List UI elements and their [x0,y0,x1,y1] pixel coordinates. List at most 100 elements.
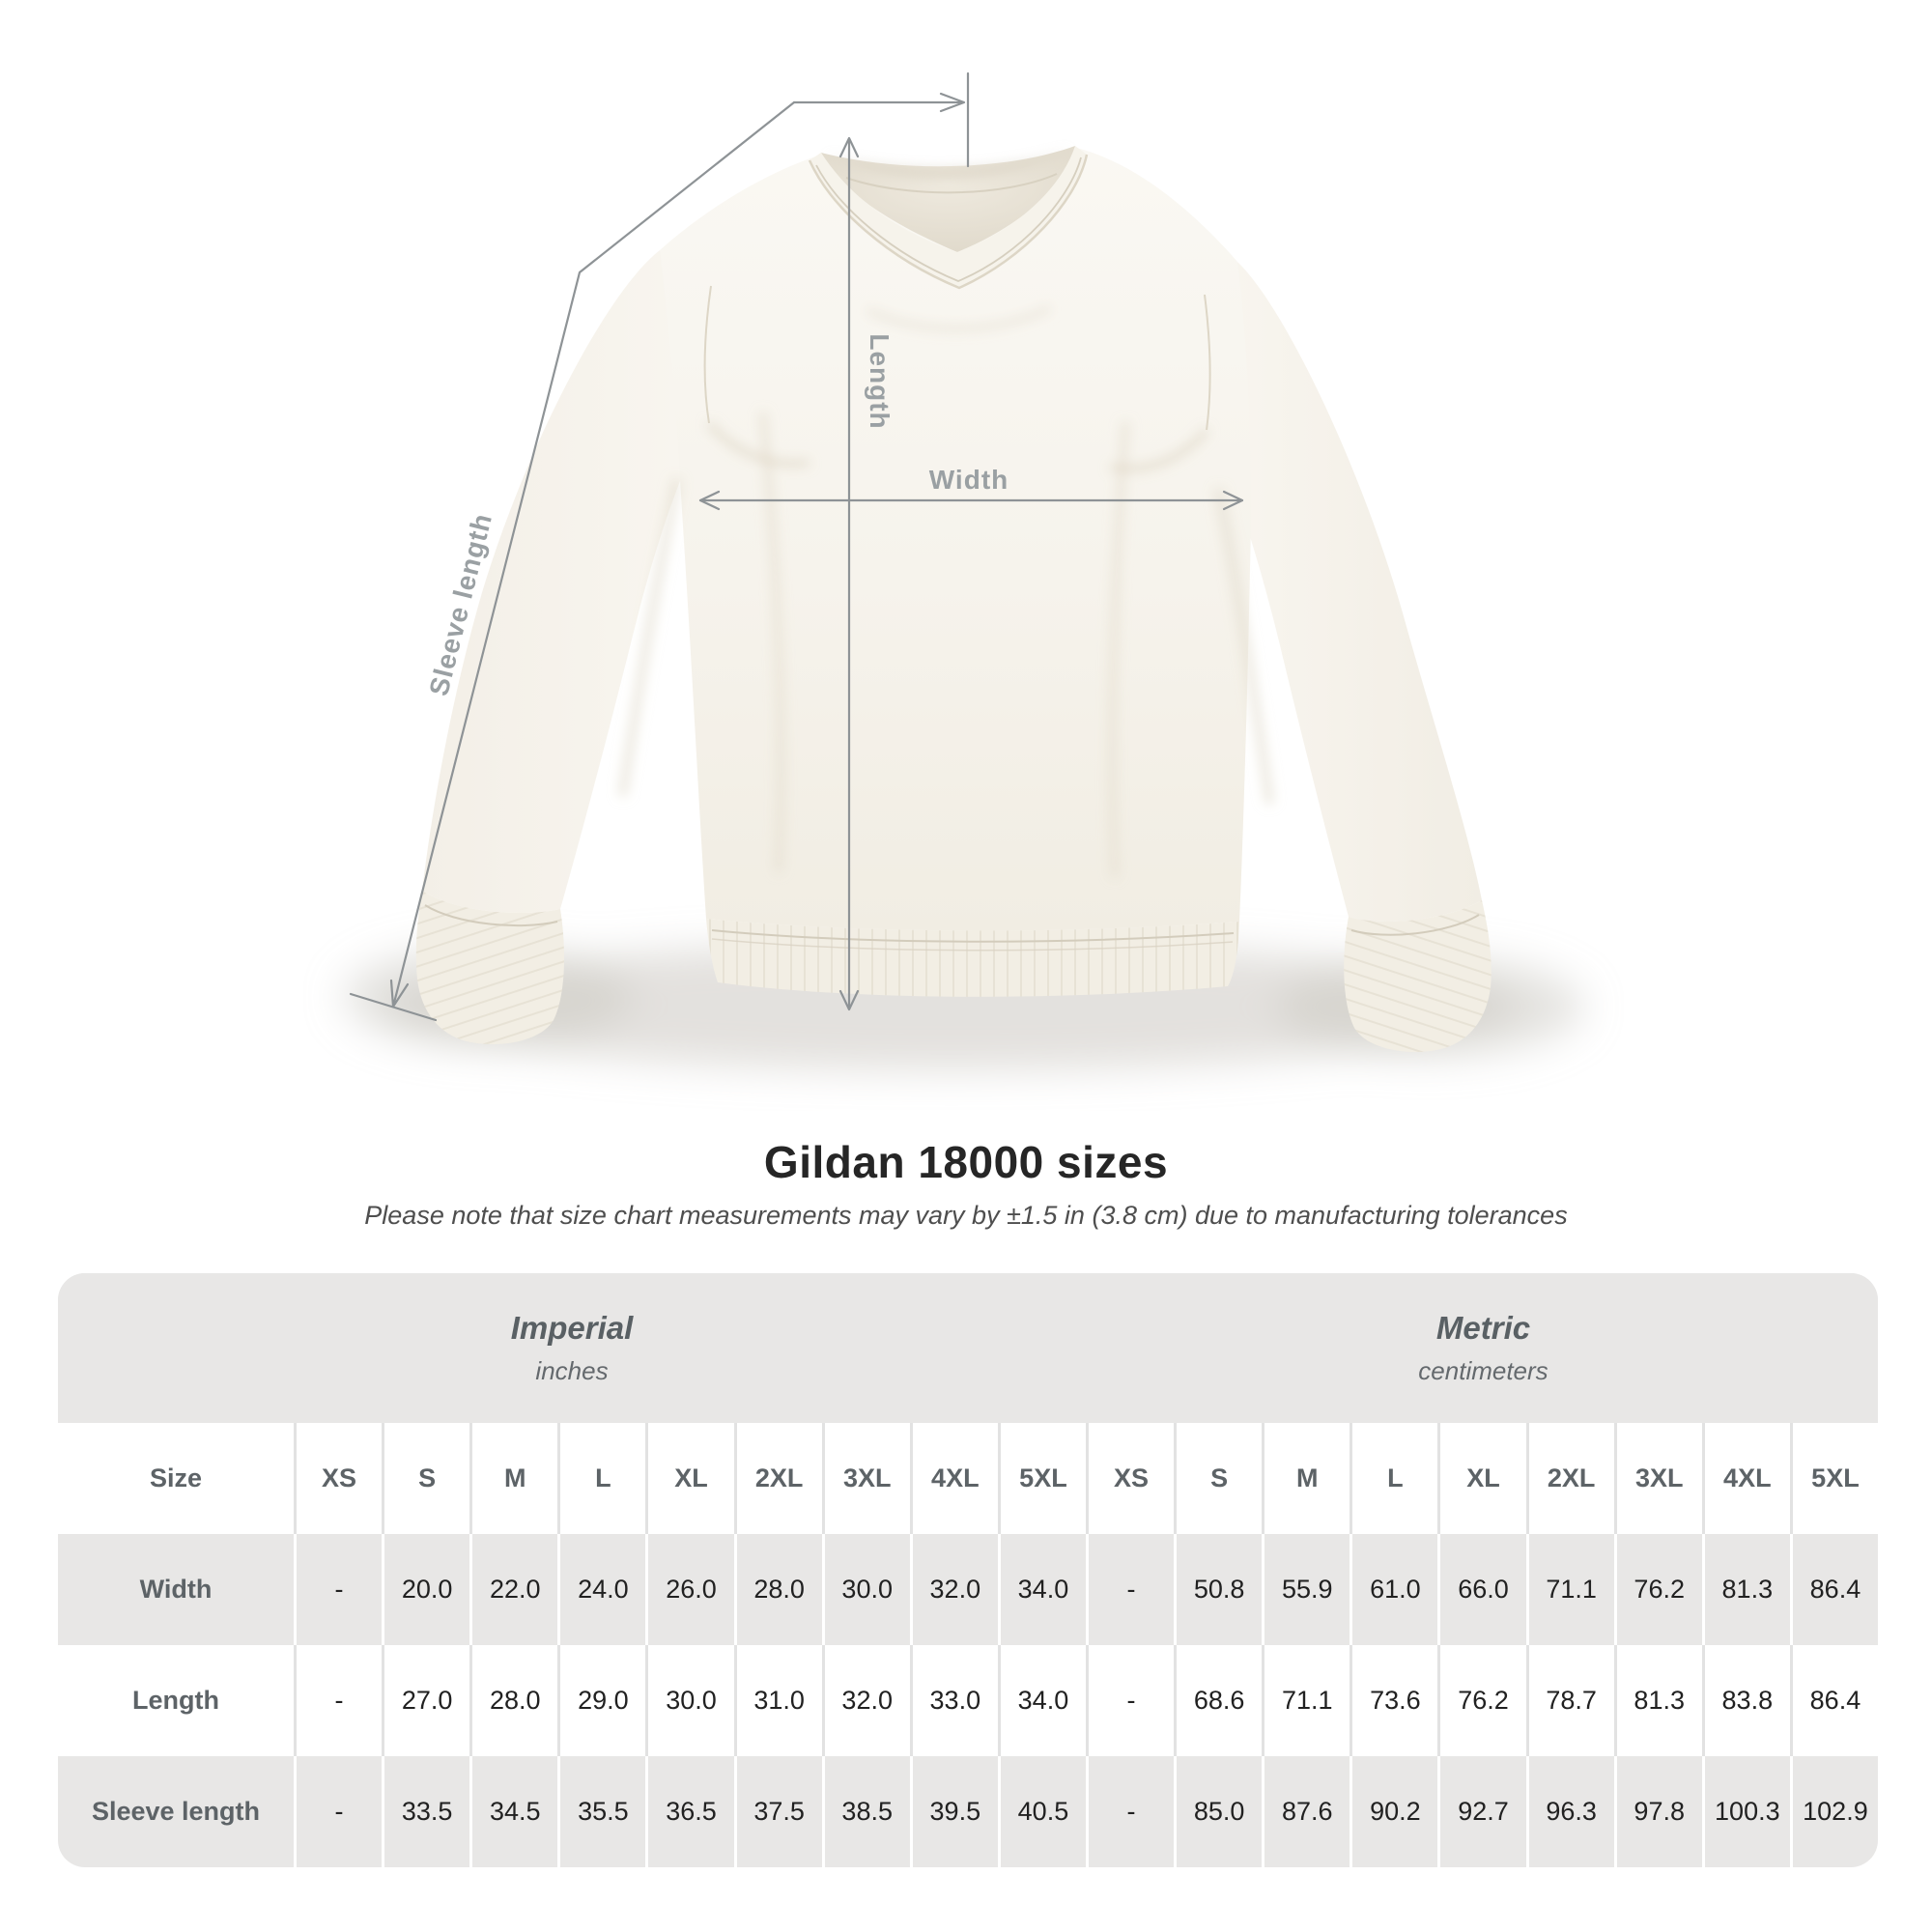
imperial-unit: inches [535,1356,609,1385]
value-cell: 38.5 [824,1756,910,1867]
value-cell: 83.8 [1704,1645,1790,1756]
value-cell: - [1089,1645,1175,1756]
width-label: Width [929,465,1009,495]
width-row: Width - 20.0 22.0 24.0 26.0 28.0 30.0 32… [58,1534,1878,1645]
value-cell: - [1089,1756,1175,1867]
width-arrowhead-right [1222,490,1244,511]
value-cell: 20.0 [384,1534,470,1645]
value-cell: 76.2 [1440,1645,1526,1756]
size-col-imperial-xl: XL [648,1423,734,1534]
value-cell: 90.2 [1352,1756,1438,1867]
value-cell: 34.5 [472,1756,558,1867]
value-cell: 50.8 [1177,1534,1263,1645]
value-cell: 35.5 [560,1756,646,1867]
value-cell: 28.0 [736,1534,822,1645]
sweatshirt-diagram: Length Width Sleeve length [343,71,1584,1070]
value-cell: 73.6 [1352,1645,1438,1756]
size-col-imperial-s: S [384,1423,470,1534]
length-arrowhead-top [838,136,860,158]
sleeve-length-row: Sleeve length - 33.5 34.5 35.5 36.5 37.5… [58,1756,1878,1867]
value-cell: 71.1 [1528,1534,1614,1645]
value-cell: 40.5 [1000,1756,1086,1867]
value-cell: 33.5 [384,1756,470,1867]
sweatshirt-illustration [415,146,1492,1053]
size-col-metric-xl: XL [1440,1423,1526,1534]
size-col-imperial-5xl: 5XL [1000,1423,1086,1534]
size-col-imperial-3xl: 3XL [824,1423,910,1534]
value-cell: 30.0 [824,1534,910,1645]
value-cell: 26.0 [648,1534,734,1645]
size-col-metric-l: L [1352,1423,1438,1534]
value-cell: 87.6 [1264,1756,1350,1867]
value-cell: 78.7 [1528,1645,1614,1756]
value-cell: 32.0 [824,1645,910,1756]
size-col-metric-5xl: 5XL [1792,1423,1878,1534]
left-cuff-texture [415,891,565,1045]
value-cell: - [1089,1534,1175,1645]
value-cell: 37.5 [736,1756,822,1867]
size-col-metric-xs: XS [1089,1423,1175,1534]
size-col-metric-2xl: 2XL [1528,1423,1614,1534]
value-cell: 100.3 [1704,1756,1790,1867]
size-col-metric-4xl: 4XL [1704,1423,1790,1534]
row-label: Width [58,1534,294,1645]
size-col-metric-s: S [1177,1423,1263,1534]
size-col-imperial-l: L [560,1423,646,1534]
value-cell: 27.0 [384,1645,470,1756]
right-cuff-texture [1344,900,1492,1053]
sleeve-length-line [391,100,796,1009]
left-cuff-stitch [424,904,558,927]
value-cell: 71.1 [1264,1645,1350,1756]
value-cell: 81.3 [1704,1534,1790,1645]
value-cell: 86.4 [1792,1534,1878,1645]
metric-label: Metric [1435,1310,1531,1346]
tolerance-note: Please note that size chart measurements… [364,1201,1568,1230]
value-cell: 96.3 [1528,1756,1614,1867]
size-header-row: Size XS S M L XL 2XL 3XL 4XL 5XL XS S M … [58,1423,1878,1534]
value-cell: 86.4 [1792,1645,1878,1756]
value-cell: 28.0 [472,1645,558,1756]
width-arrowhead-left [698,490,721,511]
value-cell: 29.0 [560,1645,646,1756]
length-label: Length [865,333,895,429]
left-sleeve [422,250,710,914]
right-sleeve [1204,262,1482,922]
right-shoulder-seam [1204,294,1211,431]
row-label: Length [58,1645,294,1756]
value-cell: 34.0 [1000,1534,1086,1645]
crewneck-collar [808,146,1089,290]
torso [660,148,1251,931]
value-cell: 36.5 [648,1756,734,1867]
value-cell: 30.0 [648,1645,734,1756]
size-col-imperial-4xl: 4XL [912,1423,998,1534]
value-cell: 76.2 [1616,1534,1702,1645]
right-cuff-stitch [1350,914,1480,936]
value-cell: - [297,1756,383,1867]
value-cell: 92.7 [1440,1756,1526,1867]
value-cell: 55.9 [1264,1534,1350,1645]
unit-header-row: Imperial inches Metric centimeters [58,1273,1878,1423]
row-label: Sleeve length [58,1756,294,1867]
sleeve-end-tick [349,992,438,1022]
value-cell: 81.3 [1616,1645,1702,1756]
value-cell: 31.0 [736,1645,822,1756]
hem-stitch [711,929,1235,943]
value-cell: 85.0 [1177,1756,1263,1867]
fabric-creases [618,306,1274,878]
value-cell: 102.9 [1792,1756,1878,1867]
value-cell: 32.0 [912,1534,998,1645]
value-cell: 97.8 [1616,1756,1702,1867]
value-cell: 66.0 [1440,1534,1526,1645]
page-title: Gildan 18000 sizes [763,1137,1169,1187]
value-cell: - [297,1645,383,1756]
imperial-header: Imperial inches [58,1273,1086,1423]
value-cell: 68.6 [1177,1645,1263,1756]
value-cell: 34.0 [1000,1645,1086,1756]
left-shoulder-seam [703,285,712,424]
size-column-header: Size [58,1423,294,1534]
value-cell: 33.0 [912,1645,998,1756]
size-col-imperial-m: M [472,1423,558,1534]
length-arrowhead-bottom [838,989,860,1011]
imperial-label: Imperial [510,1310,634,1346]
